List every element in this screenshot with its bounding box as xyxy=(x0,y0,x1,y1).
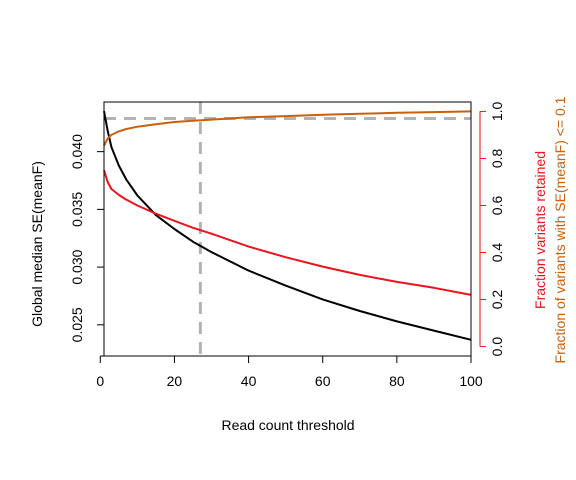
y-left-tick-label: 0.040 xyxy=(69,134,85,169)
y-right-tick-label: 0.2 xyxy=(489,290,505,310)
y-axis-right-title-se-ok: Fraction of variants with SE(meanF) <= 0… xyxy=(552,96,568,363)
y-axis-right-title-retained: Fraction variants retained xyxy=(532,151,548,309)
reference-lines xyxy=(104,102,471,356)
x-tick-label: 100 xyxy=(459,373,483,389)
series-lines xyxy=(104,111,471,340)
y-axis-left-title: Global median SE(meanF) xyxy=(29,161,45,327)
y-left-tick-label: 0.025 xyxy=(69,307,85,342)
y-right-tick-label: 0.0 xyxy=(489,337,505,357)
x-tick-label: 20 xyxy=(167,373,183,389)
plot-frame xyxy=(104,102,471,356)
y-right-tick-label: 0.8 xyxy=(489,149,505,169)
x-tick-label: 40 xyxy=(241,373,257,389)
series-line-fraction-retained xyxy=(104,170,471,295)
y-right-tick-label: 0.4 xyxy=(489,243,505,263)
axes: 0 20 40 60 80 100 0.025 0.030 0.035 0.040 0.0 0.2 0.… xyxy=(69,101,505,389)
series-line-fraction-se-ok xyxy=(104,111,471,145)
y-right-tick-label: 1.0 xyxy=(489,101,505,121)
y-right-tick-label: 0.6 xyxy=(489,196,505,216)
x-tick-label: 80 xyxy=(389,373,405,389)
series-line-median-se xyxy=(104,111,471,340)
x-axis-title: Read count threshold xyxy=(221,417,354,433)
x-tick-label: 0 xyxy=(96,373,104,389)
y-left-tick-label: 0.035 xyxy=(69,192,85,227)
y-left-tick-label: 0.030 xyxy=(69,249,85,284)
x-tick-label: 60 xyxy=(315,373,331,389)
